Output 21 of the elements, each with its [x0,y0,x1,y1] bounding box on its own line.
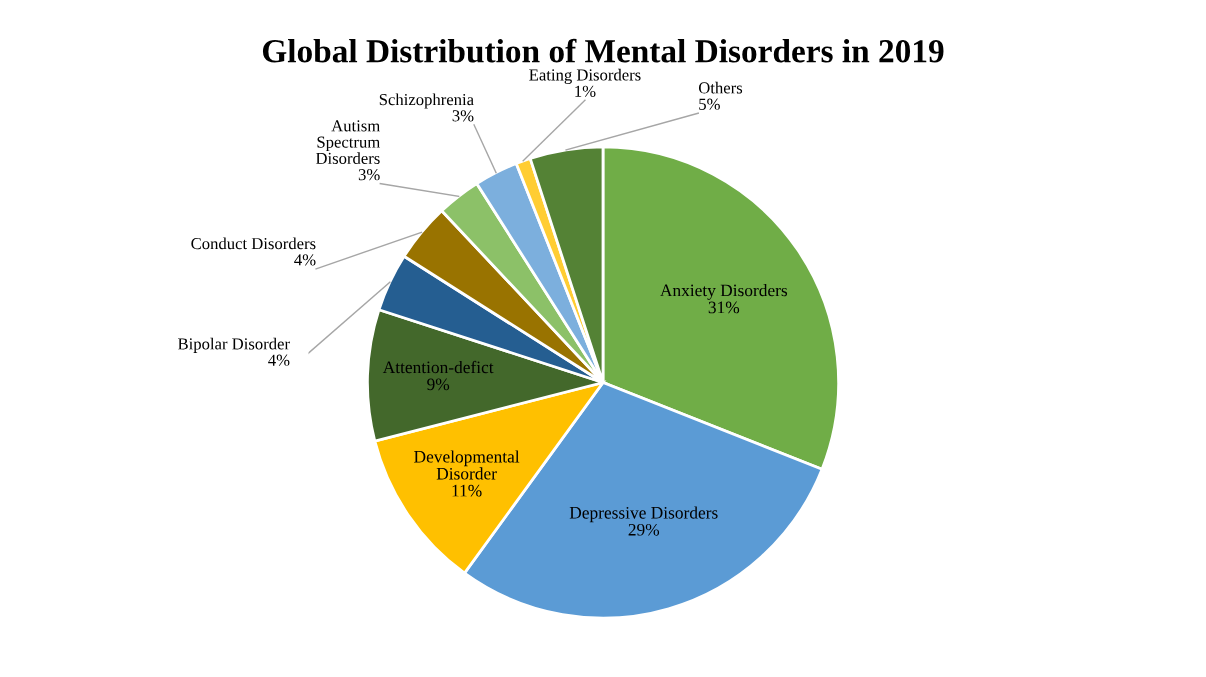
slice-label: Others [698,81,743,94]
slice-label: Depressive Disorders [569,506,718,523]
data-label: 1% [575,85,596,97]
data-label: 11% [452,484,482,497]
slice-label: Developmental Disorder [414,450,520,480]
slice-label: Bipolar Disorder [178,337,290,353]
data-label: 3% [452,110,474,122]
data-label: 4% [294,254,316,266]
data-label: 3% [358,169,380,181]
slice-label: Schizophrenia [379,93,474,109]
data-label: 4% [268,354,290,366]
slice-label: Eating Disorders [529,68,641,84]
slice-label: Anxiety Disorders [660,284,788,300]
data-label: 9% [427,378,450,391]
chart-title: Global Distribution of Mental Disorders in 2019 [262,38,944,63]
data-label: 5% [699,98,720,110]
slice-label: Conduct Disorders [191,237,316,250]
data-label: 31% [708,301,740,314]
slice-label: Attention-defict [382,360,494,374]
slice-label: Autism Spectrum Disorders [315,120,381,164]
data-label: 29% [628,523,660,536]
